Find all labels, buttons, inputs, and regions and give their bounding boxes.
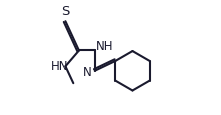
Text: S: S bbox=[61, 5, 69, 17]
Text: N: N bbox=[83, 65, 92, 78]
Text: HN: HN bbox=[50, 59, 68, 72]
Text: NH: NH bbox=[96, 40, 113, 53]
